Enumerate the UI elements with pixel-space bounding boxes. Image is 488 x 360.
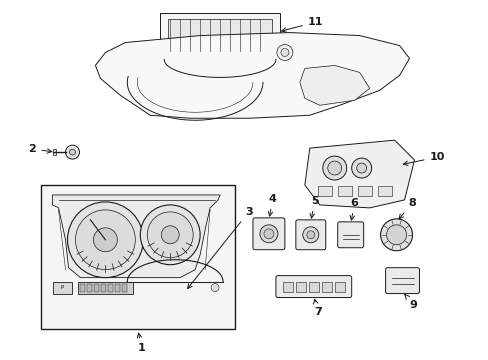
Bar [308,282,318,292]
Bar [170,75,176,80]
Bar [278,69,284,72]
Circle shape [65,145,80,159]
Bar [337,186,351,196]
Text: 4: 4 [268,194,276,216]
Polygon shape [299,66,369,105]
Bar [278,81,284,84]
Bar [156,73,161,76]
Bar [357,186,371,196]
Bar [377,186,391,196]
Bar [187,75,193,80]
Circle shape [161,226,179,244]
Circle shape [322,156,346,180]
Circle shape [386,225,406,245]
Bar [101,284,106,292]
Circle shape [327,161,341,175]
Bar [255,75,261,80]
Circle shape [280,49,288,57]
Bar [156,69,161,72]
Bar [213,75,219,80]
Bar [156,66,161,68]
Circle shape [302,227,318,243]
Bar [179,75,185,80]
Text: 10: 10 [403,152,444,166]
Bar [334,282,344,292]
Text: 1: 1 [137,333,145,353]
Text: 11: 11 [281,17,323,32]
Bar [78,282,133,293]
Bar [278,73,284,76]
Bar [229,75,236,80]
Circle shape [264,229,273,239]
Bar [238,75,244,80]
FancyBboxPatch shape [275,276,351,298]
Bar [278,66,284,68]
Bar [156,85,161,88]
Bar [41,185,235,329]
Bar [283,282,292,292]
Bar [168,19,271,54]
Bar [221,75,227,80]
Bar [156,81,161,84]
Text: P: P [61,285,64,290]
Bar [81,284,85,292]
Bar [204,75,210,80]
Bar [196,75,202,80]
Text: 7: 7 [313,299,321,318]
Bar [264,75,269,80]
Bar [246,75,252,80]
Circle shape [93,228,117,252]
Text: 9: 9 [404,294,417,310]
Text: 2: 2 [29,144,52,154]
Circle shape [67,202,143,278]
Circle shape [69,149,75,155]
Bar [162,75,168,80]
Bar [52,149,56,155]
Text: 6: 6 [349,198,358,220]
Bar [156,77,161,80]
Circle shape [260,225,277,243]
Bar [295,282,305,292]
Bar [160,13,279,67]
Circle shape [75,210,135,270]
Bar [87,284,92,292]
Circle shape [356,163,366,173]
Polygon shape [304,140,414,208]
FancyBboxPatch shape [385,268,419,293]
Circle shape [147,212,193,258]
Bar [321,282,331,292]
Text: 3: 3 [187,207,252,289]
Bar [317,186,331,196]
FancyBboxPatch shape [295,220,325,250]
Circle shape [306,231,314,239]
Circle shape [211,284,219,292]
Bar [115,284,120,292]
Bar [278,85,284,88]
Bar [108,284,113,292]
Text: 5: 5 [309,196,318,218]
Circle shape [351,158,371,178]
Bar [122,284,127,292]
Circle shape [140,205,200,265]
Circle shape [380,219,412,251]
Bar [278,77,284,80]
FancyBboxPatch shape [252,218,285,250]
FancyBboxPatch shape [337,222,363,248]
Text: 8: 8 [398,198,415,219]
Polygon shape [95,32,408,118]
Bar [94,284,99,292]
Bar [52,282,72,293]
Circle shape [276,45,292,60]
Bar [272,75,278,80]
Polygon shape [52,195,220,278]
